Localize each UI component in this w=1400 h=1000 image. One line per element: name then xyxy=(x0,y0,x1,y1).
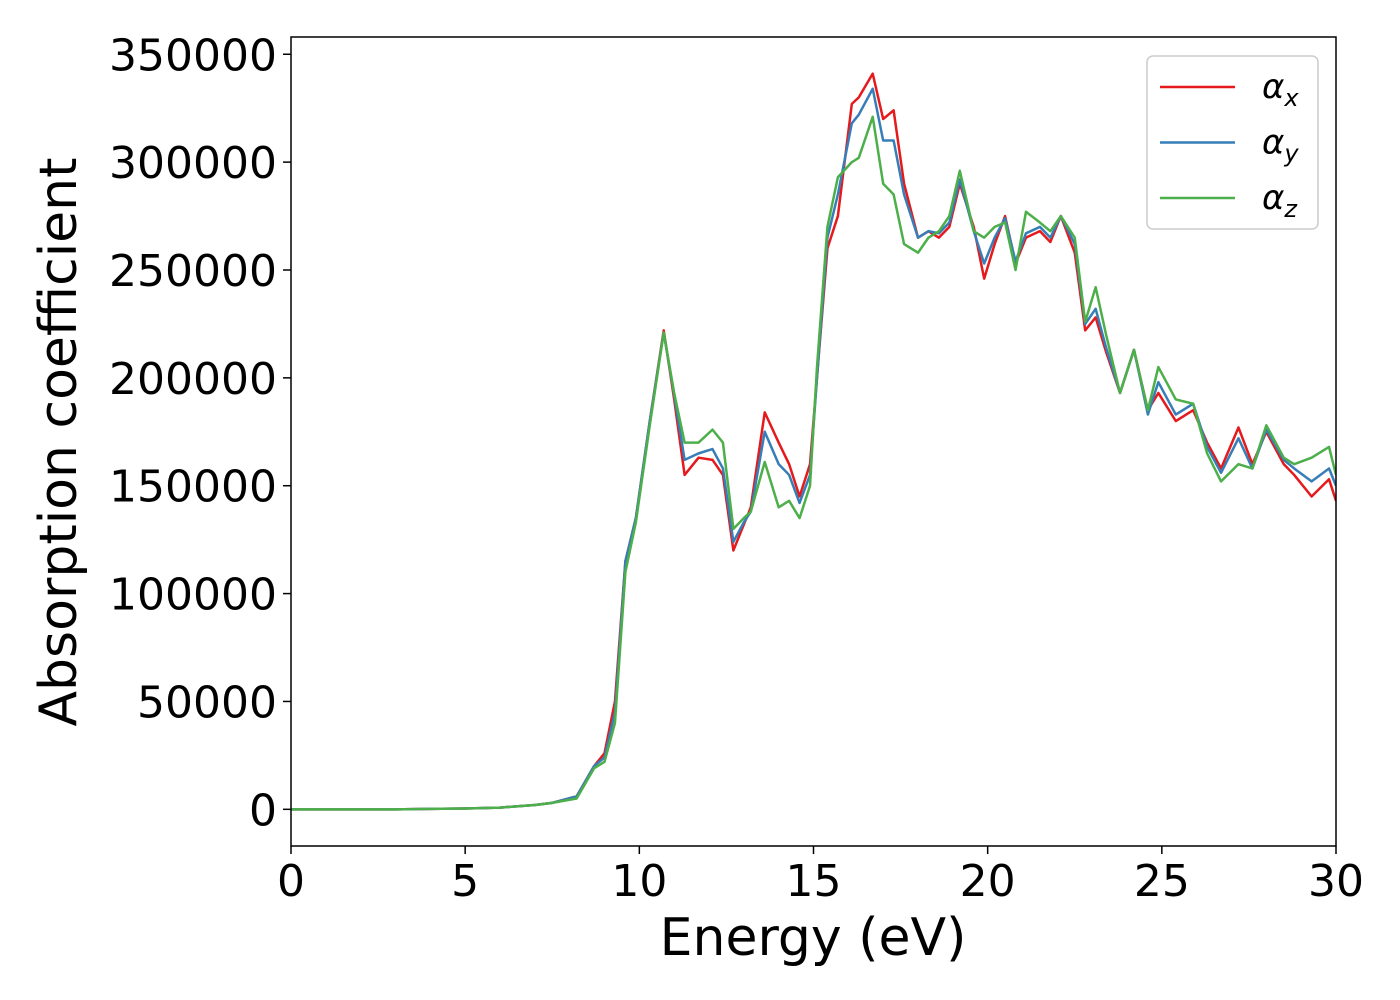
y-axis-label: Absorption coefficient xyxy=(29,157,89,726)
x-tick-label: 20 xyxy=(960,856,1016,907)
y-tick-label: 250000 xyxy=(109,246,277,297)
x-axis-label: Energy (eV) xyxy=(660,908,967,968)
x-tick-label: 5 xyxy=(451,856,479,907)
x-tick-label: 0 xyxy=(277,856,305,907)
y-tick-label: 300000 xyxy=(109,138,277,189)
x-tick-label: 30 xyxy=(1308,856,1364,907)
x-tick-label: 15 xyxy=(786,856,842,907)
legend-label: αx xyxy=(1262,67,1299,112)
series-line xyxy=(291,115,1336,811)
legend-label: αy xyxy=(1262,123,1299,168)
x-tick-label: 10 xyxy=(611,856,667,907)
y-tick-label: 100000 xyxy=(109,570,277,621)
plot-frame xyxy=(290,36,1337,847)
y-tick-label: 350000 xyxy=(109,30,277,81)
x-tick-label: 25 xyxy=(1134,856,1190,907)
plot xyxy=(291,72,1336,811)
y-tick-label: 50000 xyxy=(137,677,277,728)
y-tick-label: 0 xyxy=(249,785,277,836)
y-tick-label: 150000 xyxy=(109,462,277,513)
legend-label: αz xyxy=(1262,178,1298,223)
y-tick-label: 200000 xyxy=(109,354,277,405)
